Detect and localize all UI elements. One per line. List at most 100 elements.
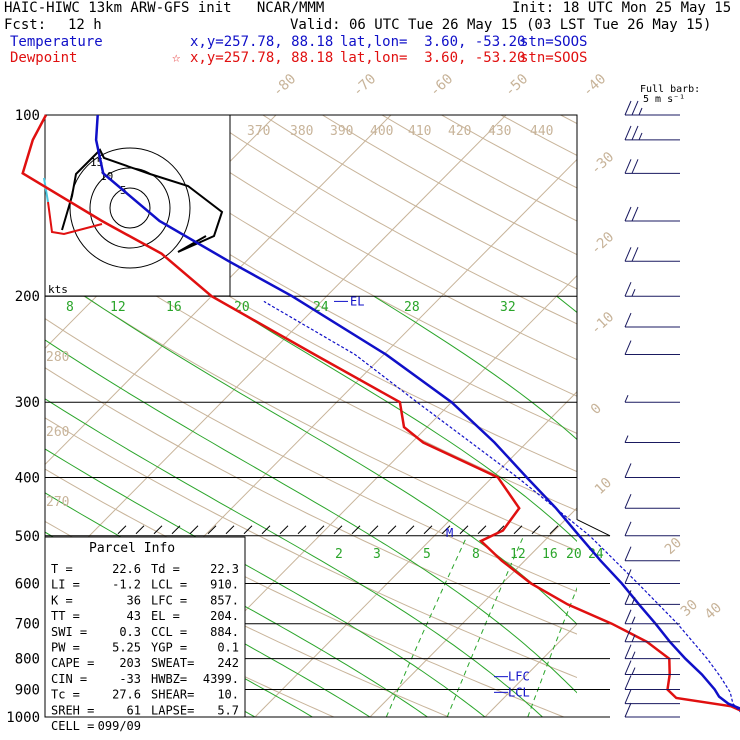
hatch-mark (531, 525, 541, 535)
wind-barb-full (624, 247, 632, 262)
wind-barb-full (631, 125, 639, 141)
mixing-ratio-line (385, 535, 468, 717)
hodograph-trace-low (47, 201, 103, 236)
hatch-mark (225, 525, 235, 535)
moist-adiabat-line (373, 295, 577, 441)
hatch-mark (351, 525, 361, 535)
parcel-info-label: SWI = (51, 625, 87, 639)
legend-temperature-xy: x,y=257.78, 88.18 (190, 34, 334, 50)
isotherm-label: -70 (350, 71, 379, 100)
mixing-ratio-line (728, 536, 740, 717)
wind-barb-full (631, 159, 639, 174)
pressure-tick-label: 1000 (6, 710, 40, 726)
isotherm-label: 40 (702, 600, 725, 623)
dry-adiabat-line (262, 115, 577, 290)
dry-adiabat-label: 270 (46, 495, 69, 510)
mixing-ratio-label: 12 (510, 547, 526, 562)
hatch-mark (549, 525, 559, 535)
wind-barb-full (631, 247, 639, 262)
parcel-info-label: LFC = (151, 593, 187, 607)
pressure-tick-label: 200 (15, 289, 40, 305)
legend-temperature-station: stn=SOOS (520, 34, 588, 50)
hatch-mark (333, 525, 343, 535)
mixing-ratio-label: 3 (373, 547, 381, 562)
hatch-mark (135, 525, 145, 535)
parcel-info-value: -1.2 (112, 578, 141, 592)
hodograph-axis-label: kts (48, 283, 68, 296)
parcel-info-value: 099/09 (98, 719, 141, 733)
hodograph-ring (69, 147, 191, 269)
moist-adiabat-line (556, 295, 577, 314)
wind-barb-full (624, 521, 632, 536)
parcel-info-label: Tc = (51, 688, 80, 702)
wind-barb-full (624, 702, 632, 718)
dry-adiabat-label: 440 (530, 124, 553, 139)
pressure-tick-label: 700 (15, 617, 40, 633)
dry-adiabat-label: 410 (408, 124, 431, 139)
barb-caption-line2: 5 m s⁻¹ (643, 94, 686, 105)
parcel-info-label: CIN = (51, 672, 87, 686)
parcel-info-label: LCL = (151, 578, 187, 592)
plot-frame (44, 114, 611, 717)
parcel-info-value: 203 (119, 656, 141, 670)
pressure-tick-label: 800 (15, 652, 40, 668)
dry-adiabat-line (45, 129, 577, 435)
wind-barb-half (638, 107, 643, 116)
moist-adiabat-line (213, 295, 577, 542)
parcel-info-value: 910. (210, 578, 239, 592)
hatch-mark (423, 525, 433, 535)
init-time: Init: 18 UTC Mon 25 May 15 (512, 0, 732, 16)
dry-adiabat-line (83, 115, 577, 397)
isotherm-line (254, 391, 577, 717)
wind-barb-full (624, 463, 632, 478)
dry-adiabat-line (45, 222, 577, 512)
hatch-mark (153, 525, 163, 535)
isotherm-label: -80 (270, 71, 299, 100)
mixing-ratio-label: 16 (542, 547, 558, 562)
isotherm-line (600, 115, 740, 717)
isotherm-line (45, 115, 392, 466)
isotherm-label: -50 (502, 71, 531, 100)
pressure-tick-label: 600 (15, 576, 40, 592)
hatch-mark (189, 525, 199, 535)
isotherm-line (484, 623, 577, 717)
wind-barb-full (624, 282, 632, 297)
isotherm-label: -10 (588, 309, 617, 338)
hatch-mark (261, 525, 271, 535)
dry-adiabat-line (500, 115, 577, 157)
isotherm-line (369, 507, 577, 717)
hatch-mark (117, 525, 127, 535)
wind-barb-full (624, 159, 632, 174)
hatch-mark (477, 525, 487, 535)
mixing-ratio-label: 5 (423, 547, 431, 562)
legend-dewpoint-latlon: lat,lon= 3.60, -53.20 (340, 50, 526, 66)
forecast-hour: 12 h (68, 17, 102, 33)
legend-temperature-name: Temperature (10, 34, 103, 50)
parcel-info-label: PW = (51, 641, 80, 655)
parcel-info-value: 0.3 (119, 625, 141, 639)
hatch-mark (441, 525, 451, 535)
mixing-ratio-label: 28 (404, 300, 420, 315)
mixing-ratio-label: 32 (500, 300, 516, 315)
wind-barb-full (624, 340, 632, 355)
parcel-info-value: 242 (217, 656, 239, 670)
parcel-info-box (44, 536, 246, 718)
dry-adiabat-line (45, 367, 577, 635)
dry-adiabat-line (680, 115, 740, 717)
parcel-info-value: 22.6 (112, 562, 141, 576)
parcel-info-label: YGP = (151, 641, 187, 655)
wind-barb-full (624, 627, 632, 642)
parcel-info-label: CELL = (51, 719, 94, 733)
isotherm-label: 0 (588, 400, 605, 417)
valid-time: Valid: 06 UTC Tue 26 May 15 (03 LST Tue … (290, 17, 712, 33)
wind-barb-half (631, 289, 636, 297)
wind-barb-full (631, 206, 639, 222)
parcel-info-label: K = (51, 593, 73, 607)
mixing-ratio-label: 20 (566, 547, 582, 562)
wind-barb-full (624, 644, 632, 659)
hatch-mark (171, 525, 181, 535)
legend-dewpoint-name: Dewpoint (10, 50, 78, 66)
isotherm-label: 30 (678, 597, 701, 620)
isotherm-label: 10 (592, 475, 615, 498)
pressure-tick-label: 400 (15, 470, 40, 486)
